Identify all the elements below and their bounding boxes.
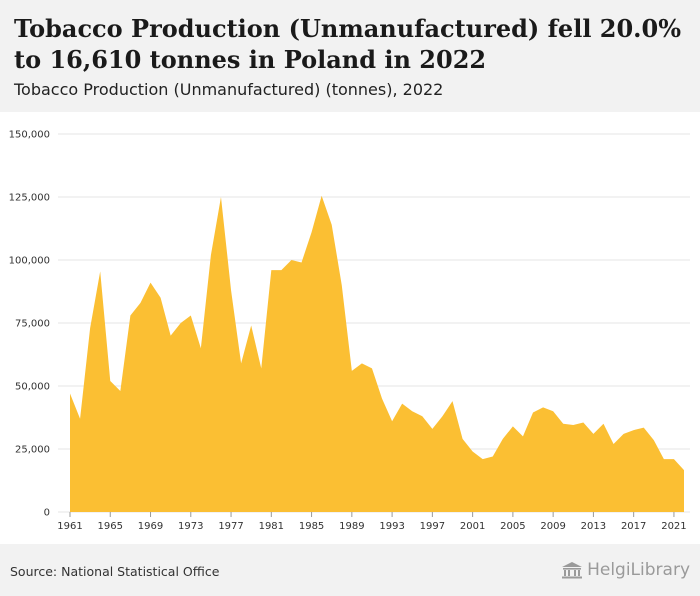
data-point-1972 xyxy=(179,321,183,325)
data-point-2012 xyxy=(581,421,585,425)
data-point-2007 xyxy=(531,410,535,414)
data-point-1992 xyxy=(380,397,384,401)
data-point-1977 xyxy=(229,288,233,292)
x-tick-label: 2013 xyxy=(581,521,606,532)
data-point-2014 xyxy=(601,422,605,426)
area-chart: 0 25,000 50,000 75,000 100,000 125,000 150,000… xyxy=(9,130,690,532)
data-point-1970 xyxy=(159,296,163,300)
x-tick-label: 1961 xyxy=(57,521,82,532)
data-point-1964 xyxy=(98,269,102,273)
data-point-1993 xyxy=(390,419,394,423)
source-note: Source: National Statistical Office xyxy=(10,564,220,579)
production-area-series xyxy=(70,195,684,512)
data-point-1979 xyxy=(249,324,253,328)
x-tick-label: 2017 xyxy=(621,521,646,532)
x-tick-label: 2005 xyxy=(500,521,525,532)
data-point-2013 xyxy=(591,432,595,436)
data-point-2000 xyxy=(461,437,465,441)
x-tick-label: 2009 xyxy=(540,521,565,532)
data-point-2017 xyxy=(632,428,636,432)
y-tick-label: 100,000 xyxy=(9,256,50,267)
data-point-1989 xyxy=(350,369,354,373)
data-point-1966 xyxy=(118,389,122,393)
x-tick-label: 1973 xyxy=(178,521,203,532)
data-point-2019 xyxy=(652,438,656,442)
data-point-2015 xyxy=(612,442,616,446)
x-tick-label: 1985 xyxy=(299,521,324,532)
data-point-1961 xyxy=(68,392,72,396)
data-point-1984 xyxy=(300,261,304,265)
chart-subtitle: Tobacco Production (Unmanufactured) (ton… xyxy=(14,80,444,99)
x-tick-label: 1997 xyxy=(420,521,445,532)
data-point-2022 xyxy=(682,468,686,472)
brand-name: HelgiLibrary xyxy=(587,560,690,580)
y-tick-label: 125,000 xyxy=(9,193,50,204)
data-point-2008 xyxy=(541,405,545,409)
data-point-1991 xyxy=(370,366,374,370)
data-point-2021 xyxy=(672,457,676,461)
data-point-2005 xyxy=(511,424,515,428)
data-point-1996 xyxy=(420,414,424,418)
x-tick-label: 1989 xyxy=(339,521,364,532)
y-tick-label: 0 xyxy=(44,508,50,519)
data-point-1974 xyxy=(199,346,203,350)
brand-logo[interactable]: HelgiLibrary xyxy=(561,560,690,580)
data-point-1999 xyxy=(450,399,454,403)
data-point-1988 xyxy=(340,283,344,287)
x-tick-label: 1977 xyxy=(218,521,243,532)
header-band: Tobacco Production (Unmanufactured) fell… xyxy=(0,0,700,112)
x-tick-label: 1969 xyxy=(138,521,163,532)
data-point-2010 xyxy=(561,422,565,426)
data-point-1978 xyxy=(239,361,243,365)
data-point-2004 xyxy=(501,437,505,441)
x-tick-label: 2001 xyxy=(460,521,485,532)
library-building-icon xyxy=(562,562,583,579)
data-point-1994 xyxy=(400,402,404,406)
data-point-1982 xyxy=(279,268,283,272)
data-point-1962 xyxy=(78,417,82,421)
x-tick-label: 1993 xyxy=(379,521,404,532)
data-point-1975 xyxy=(209,253,213,257)
data-point-1976 xyxy=(219,195,223,199)
data-point-1967 xyxy=(128,313,132,317)
y-tick-label: 150,000 xyxy=(9,130,50,141)
data-point-1965 xyxy=(108,379,112,383)
data-point-2020 xyxy=(662,457,666,461)
x-tick-label: 2021 xyxy=(661,521,686,532)
data-point-2006 xyxy=(521,434,525,438)
footer-band: Source: National Statistical Office Helg… xyxy=(0,544,700,596)
y-tick-label: 75,000 xyxy=(15,319,50,330)
y-axis-ticks: 0 25,000 50,000 75,000 100,000 125,000 150,000 xyxy=(9,130,50,519)
data-point-1987 xyxy=(330,223,334,227)
data-point-1969 xyxy=(149,281,153,285)
data-point-1986 xyxy=(320,194,324,198)
data-point-1973 xyxy=(189,313,193,317)
data-point-1971 xyxy=(169,334,173,338)
data-point-2018 xyxy=(642,426,646,430)
data-point-2002 xyxy=(481,457,485,461)
data-point-1995 xyxy=(410,409,414,413)
data-point-2009 xyxy=(551,409,555,413)
data-point-1981 xyxy=(269,268,273,272)
data-point-1963 xyxy=(88,326,92,330)
data-point-1997 xyxy=(430,427,434,431)
x-axis-ticks: 1961 1965 1969 1973 1977 1981 1985 1989 1993 1997… xyxy=(57,512,687,532)
chart-headline: Tobacco Production (Unmanufactured) fell… xyxy=(14,14,682,74)
y-tick-label: 25,000 xyxy=(15,445,50,456)
data-point-1968 xyxy=(138,301,142,305)
data-point-1990 xyxy=(360,361,364,365)
x-tick-label: 1965 xyxy=(98,521,123,532)
data-point-1998 xyxy=(440,414,444,418)
data-point-1985 xyxy=(310,230,314,234)
data-point-2001 xyxy=(471,450,475,454)
data-point-2011 xyxy=(571,423,575,427)
x-tick-label: 1981 xyxy=(259,521,284,532)
area-layer xyxy=(68,194,686,512)
data-point-1983 xyxy=(289,258,293,262)
y-tick-label: 50,000 xyxy=(15,382,50,393)
data-point-1980 xyxy=(259,366,263,370)
data-point-2003 xyxy=(491,455,495,459)
data-point-2016 xyxy=(622,432,626,436)
